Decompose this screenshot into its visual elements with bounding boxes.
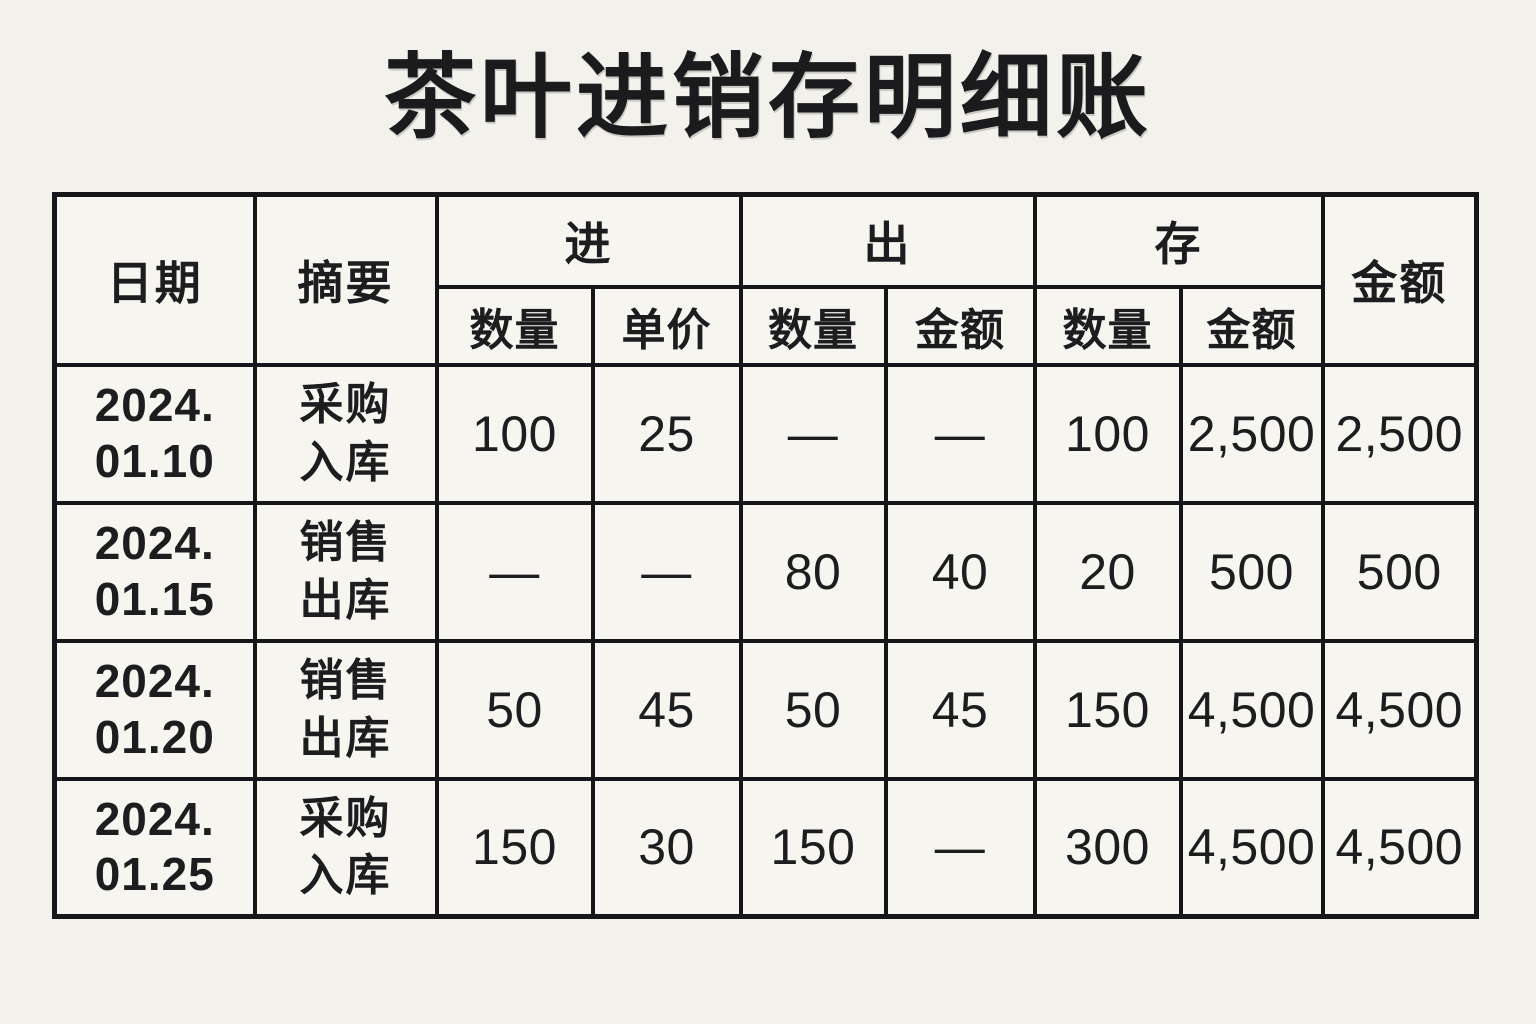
cell-date: 2024. 01.15 <box>52 500 257 643</box>
cell-stock-amount: 2,500 <box>1178 362 1325 505</box>
cell-summary: 销售 出库 <box>252 500 439 643</box>
table-row: 2024. 01.15 销售 出库 — — 80 40 20 500 500 <box>52 500 1479 643</box>
table-row: 2024. 01.25 采购 入库 150 30 150 — 300 4,500… <box>52 776 1479 919</box>
cell-stock-qty: 100 <box>1032 362 1183 505</box>
cell-out-amount: 40 <box>883 500 1037 643</box>
col-group-stock: 存 <box>1032 192 1325 289</box>
cell-date: 2024. 01.20 <box>52 638 257 781</box>
col-header-out-qty: 数量 <box>738 284 888 367</box>
inventory-ledger-table: 日期 摘要 进 出 存 金额 数量 单价 数量 金额 数量 金额 2024. 0… <box>52 192 1479 919</box>
col-header-out-amount: 金额 <box>883 284 1037 367</box>
col-header-summary: 摘要 <box>252 192 439 367</box>
cell-out-amount: 45 <box>883 638 1037 781</box>
cell-out-amount: — <box>883 362 1037 505</box>
cell-date: 2024. 01.25 <box>52 776 257 919</box>
cell-amount: 500 <box>1320 500 1479 643</box>
cell-summary: 销售 出库 <box>252 638 439 781</box>
cell-stock-qty: 300 <box>1032 776 1183 919</box>
cell-in-price: 30 <box>590 776 743 919</box>
cell-in-qty: 50 <box>434 638 595 781</box>
col-header-stock-qty: 数量 <box>1032 284 1183 367</box>
header-sub-row: 数量 单价 数量 金额 数量 金额 <box>55 284 1477 367</box>
page-title: 茶叶进销存明细账 <box>383 47 1152 149</box>
cell-in-price: 45 <box>590 638 743 781</box>
col-group-in: 进 <box>434 192 743 289</box>
cell-out-qty: — <box>738 362 888 505</box>
cell-stock-amount: 4,500 <box>1178 638 1325 781</box>
cell-in-qty: 150 <box>434 776 595 919</box>
cell-in-price: 25 <box>590 362 743 505</box>
cell-stock-amount: 500 <box>1178 500 1325 643</box>
col-header-date: 日期 <box>52 192 257 367</box>
header-group-row: 日期 摘要 进 出 存 金额 <box>52 192 1479 367</box>
cell-out-qty: 80 <box>738 500 888 643</box>
table-row: 2024. 01.10 采购 入库 100 25 — — 100 2,500 2… <box>52 362 1479 505</box>
cell-amount: 4,500 <box>1320 776 1479 919</box>
col-header-stock-amount: 金额 <box>1178 284 1325 367</box>
col-header-amount: 金额 <box>1320 192 1479 367</box>
cell-stock-qty: 150 <box>1032 638 1183 781</box>
col-group-out: 出 <box>738 192 1037 289</box>
cell-out-qty: 50 <box>738 638 888 781</box>
cell-stock-amount: 4,500 <box>1178 776 1325 919</box>
cell-out-amount: — <box>883 776 1037 919</box>
cell-summary: 采购 入库 <box>252 776 439 919</box>
cell-in-qty: 100 <box>434 362 595 505</box>
cell-in-qty: — <box>434 500 595 643</box>
table-row: 2024. 01.20 销售 出库 50 45 50 45 150 4,500 … <box>52 638 1479 781</box>
cell-stock-qty: 20 <box>1032 500 1183 643</box>
cell-out-qty: 150 <box>738 776 888 919</box>
cell-in-price: — <box>590 500 743 643</box>
col-header-in-price: 单价 <box>590 284 743 367</box>
col-header-in-qty: 数量 <box>434 284 595 367</box>
cell-amount: 2,500 <box>1320 362 1479 505</box>
cell-summary: 采购 入库 <box>252 362 439 505</box>
cell-amount: 4,500 <box>1320 638 1479 781</box>
cell-date: 2024. 01.10 <box>52 362 257 505</box>
